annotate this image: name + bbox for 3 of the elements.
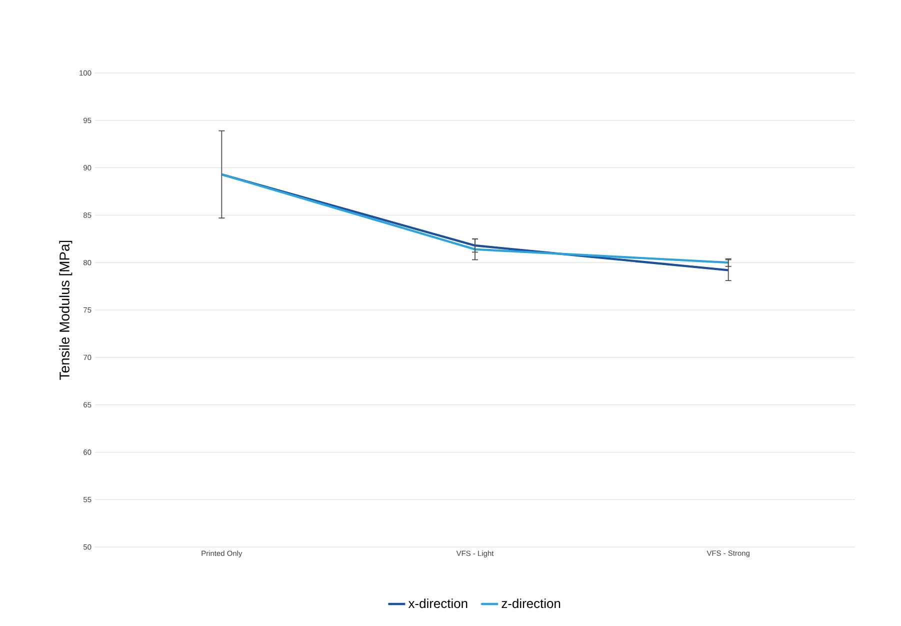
legend-label: z-direction <box>502 598 560 608</box>
y-axis-title: Tensile Modulus [MPa] <box>59 240 72 380</box>
legend-label: x-direction <box>408 598 468 608</box>
